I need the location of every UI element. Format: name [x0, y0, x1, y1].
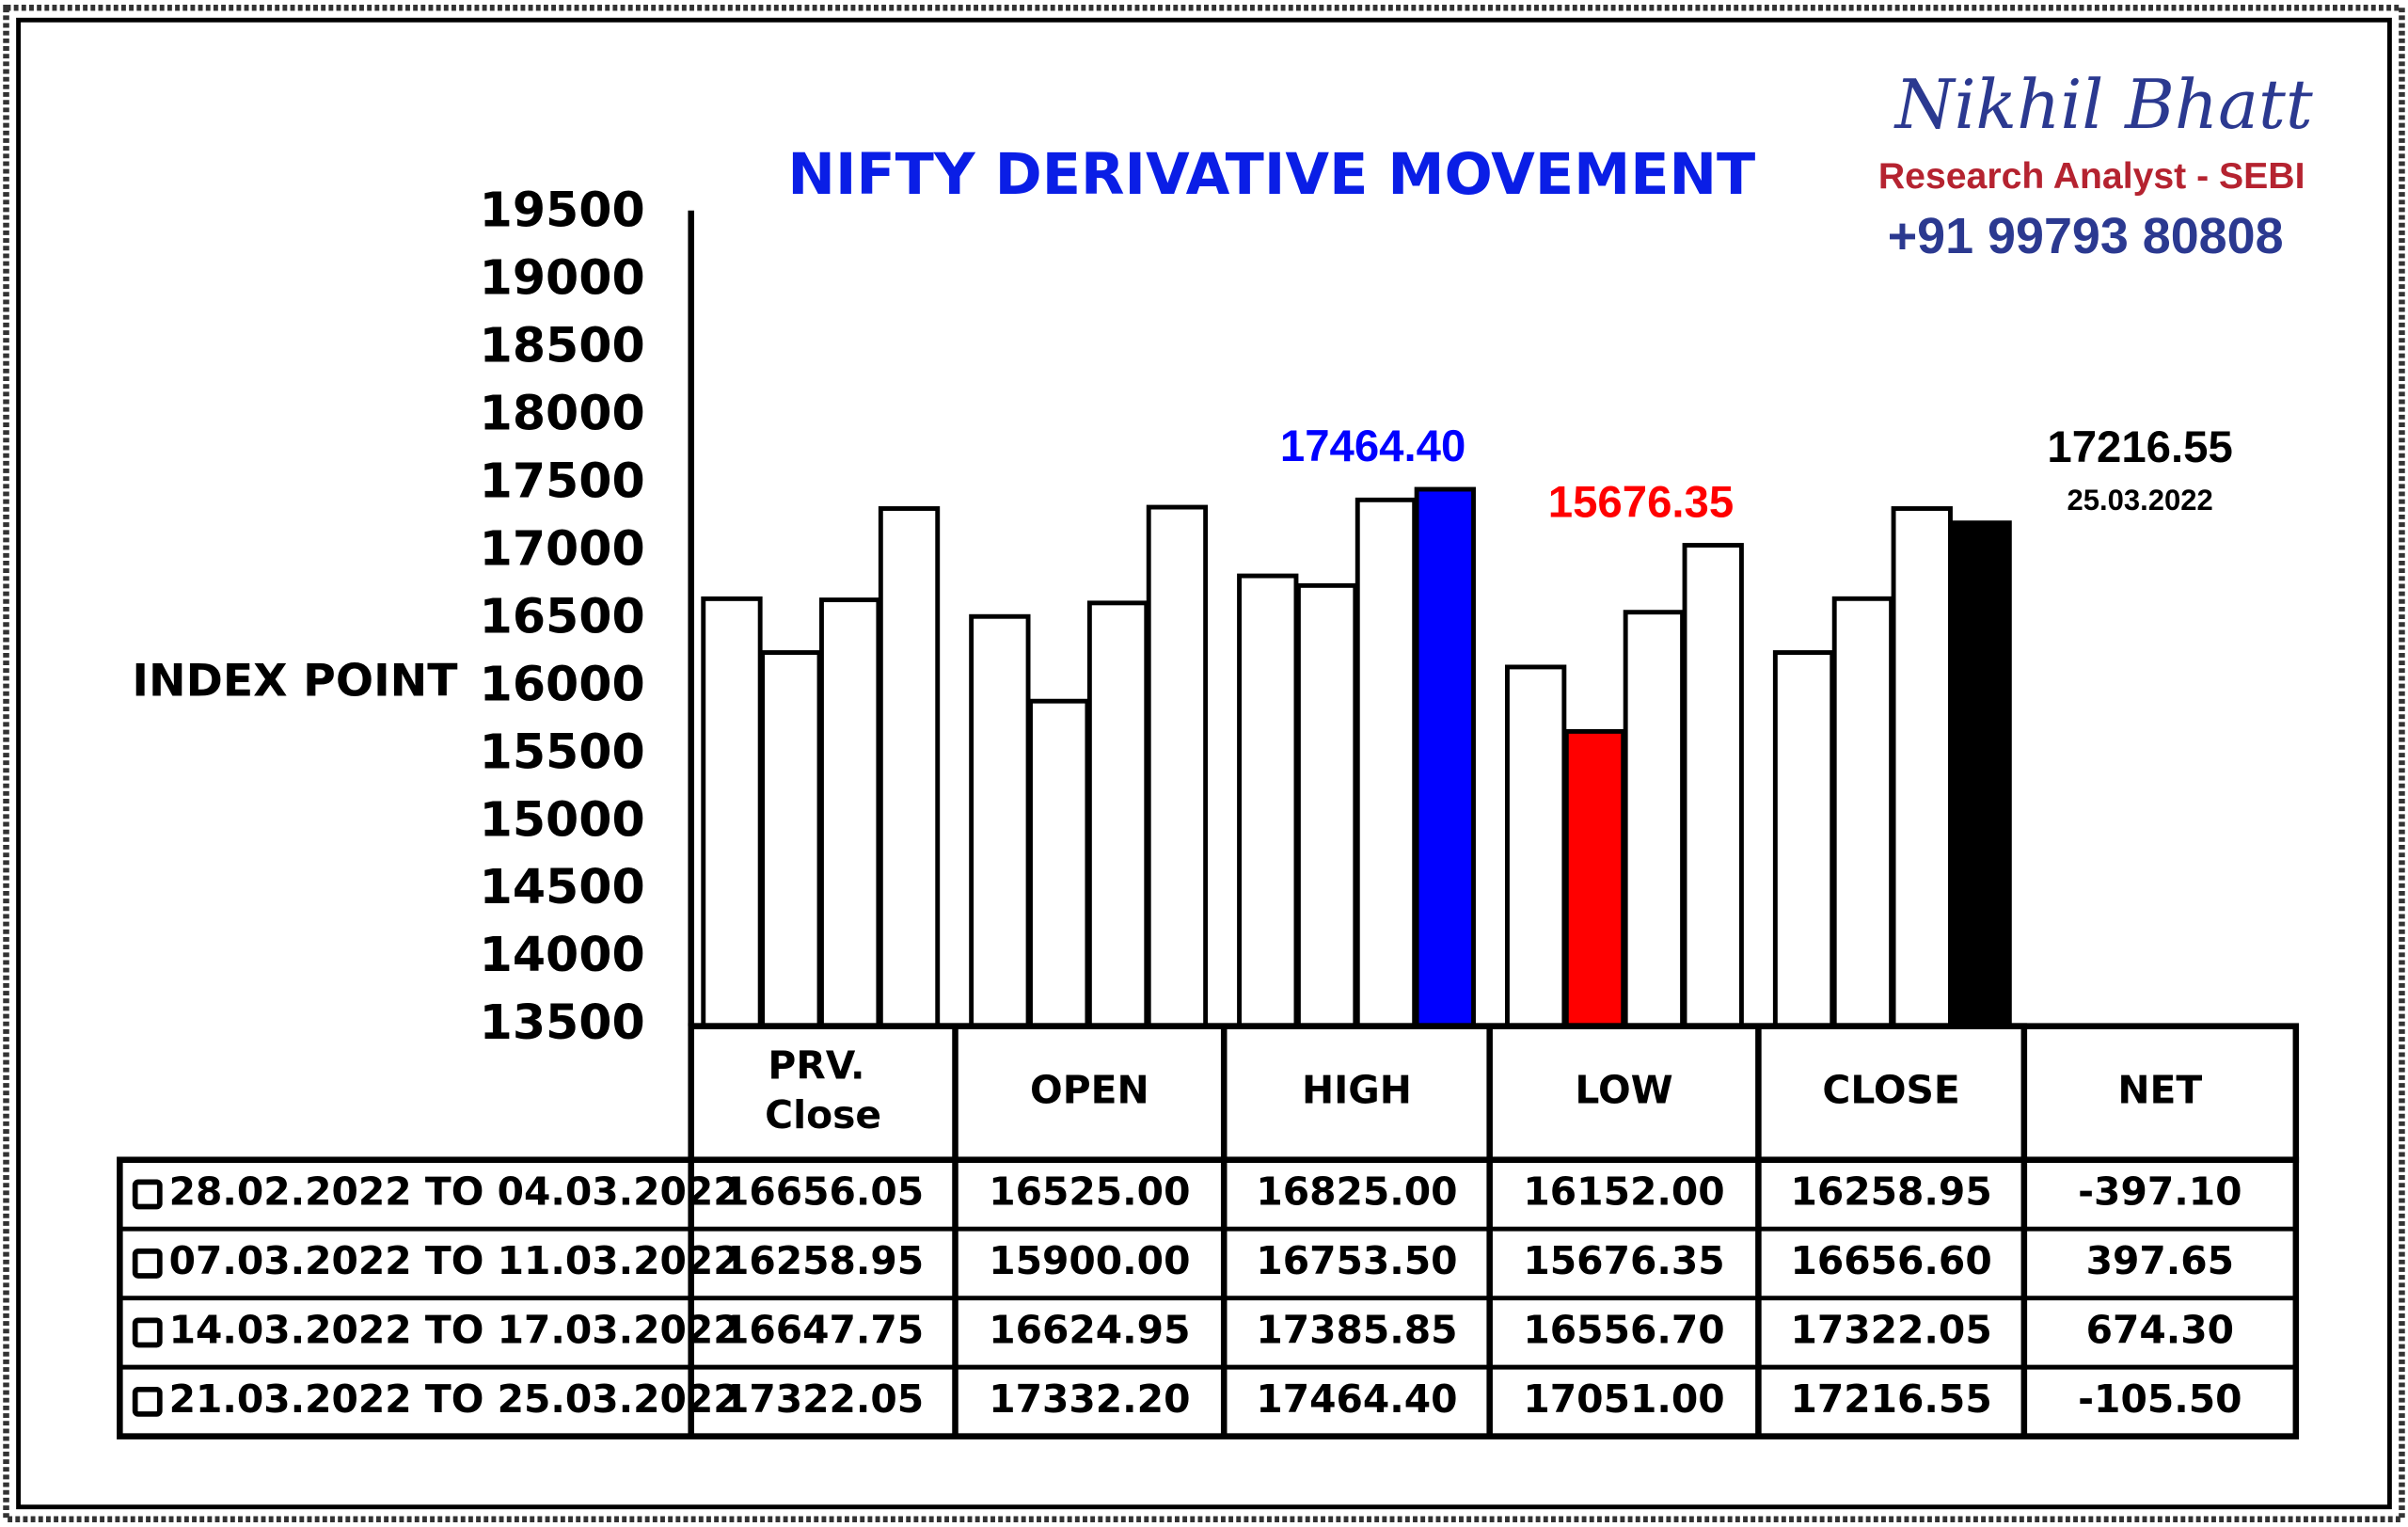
table-cell: 16624.95: [989, 1307, 1190, 1352]
legend-label: 28.02.2022 TO 04.03.2022: [169, 1169, 740, 1214]
y-tick-label: 15000: [480, 791, 645, 847]
table-cell: 16525.00: [989, 1169, 1190, 1214]
table-cell: 17322.05: [722, 1376, 924, 1422]
table-cell: 15900.00: [989, 1238, 1190, 1283]
bar: [1028, 698, 1090, 1029]
bar: [1146, 504, 1209, 1029]
table-cell: 16647.75: [722, 1307, 924, 1352]
table-cell: 16656.60: [1791, 1238, 1992, 1283]
table-cell: 674.30: [2086, 1307, 2234, 1352]
table-cell: 16825.00: [1256, 1169, 1457, 1214]
brand-role: Research Analyst - SEBI: [1878, 156, 2305, 197]
table-cell: 15676.35: [1523, 1238, 1724, 1283]
y-tick-label: 17000: [480, 520, 645, 576]
value-label: 15676.35: [1548, 478, 1734, 528]
legend-swatch: [132, 1317, 163, 1348]
bar: [701, 596, 763, 1029]
bar: [1950, 520, 2012, 1029]
bar: [760, 650, 822, 1029]
y-axis-label: INDEX POINT: [132, 656, 458, 708]
brand-phone: +91 99793 80808: [1888, 208, 2284, 264]
y-tick-label: 16500: [480, 588, 645, 644]
bar: [1086, 600, 1149, 1029]
legend-swatch: [132, 1179, 163, 1210]
chart-title: NIFTY DERIVATIVE MOVEMENT: [787, 142, 1755, 208]
y-tick-label: 18500: [480, 317, 645, 373]
y-tick-label: 18000: [480, 385, 645, 440]
annotation: 25.03.2022: [2067, 484, 2212, 517]
legend-swatch: [132, 1386, 163, 1417]
table-header: PRV. Close: [765, 1043, 881, 1137]
table-cell: 17051.00: [1523, 1376, 1724, 1422]
table-header: HIGH: [1302, 1068, 1412, 1113]
bar: [819, 597, 881, 1029]
bar: [1682, 543, 1744, 1029]
legend-label: 07.03.2022 TO 11.03.2022: [169, 1238, 740, 1283]
bar: [1354, 497, 1418, 1029]
table-cell: 16556.70: [1523, 1307, 1724, 1352]
bar: [1237, 573, 1299, 1029]
legend-label: 21.03.2022 TO 25.03.2022: [169, 1376, 740, 1422]
y-tick-label: 14000: [480, 927, 645, 982]
table-cell: 16656.05: [722, 1169, 924, 1214]
bar: [969, 613, 1031, 1029]
value-label: 17464.40: [1280, 422, 1465, 471]
table-cell: 17464.40: [1256, 1376, 1457, 1422]
bar: [1891, 506, 1953, 1029]
y-tick-label: 19000: [480, 249, 645, 305]
y-tick-label: 16000: [480, 656, 645, 711]
legend-swatch: [132, 1249, 163, 1279]
table-header: CLOSE: [1822, 1068, 1959, 1113]
outer-border: [3, 4, 2405, 1523]
value-label: 17216.55: [2047, 422, 2232, 472]
y-tick-label: 19500: [480, 183, 645, 238]
bar: [1772, 650, 1835, 1029]
table-cell: 17322.05: [1791, 1307, 1992, 1352]
table-cell: 17216.55: [1791, 1376, 1992, 1422]
table-cell: 16753.50: [1256, 1238, 1457, 1283]
bar: [1505, 664, 1567, 1029]
table-cell: 17385.85: [1256, 1307, 1457, 1352]
table-cell: -105.50: [2078, 1376, 2242, 1422]
bar: [1563, 728, 1626, 1029]
table-cell: 16152.00: [1523, 1169, 1724, 1214]
bar: [1623, 610, 1686, 1029]
bar: [1295, 582, 1358, 1029]
bar: [1831, 596, 1894, 1029]
table-header: OPEN: [1030, 1068, 1149, 1113]
bar: [878, 506, 941, 1029]
brand-name: Nikhil Bhatt: [1893, 65, 2313, 144]
y-tick-label: 15500: [480, 724, 645, 779]
table-header: LOW: [1575, 1068, 1672, 1113]
table-cell: -397.10: [2078, 1169, 2242, 1214]
bar: [1414, 486, 1476, 1029]
table-cell: 397.65: [2086, 1238, 2234, 1283]
y-tick-label: 13500: [480, 994, 645, 1050]
table-cell: 16258.95: [722, 1238, 924, 1283]
legend-label: 14.03.2022 TO 17.03.2022: [169, 1307, 740, 1352]
y-tick-label: 14500: [480, 859, 645, 915]
table-cell: 17332.20: [989, 1376, 1190, 1422]
table-header: NET: [2117, 1068, 2202, 1113]
table-cell: 16258.95: [1791, 1169, 1992, 1214]
y-tick-label: 17500: [480, 453, 645, 508]
